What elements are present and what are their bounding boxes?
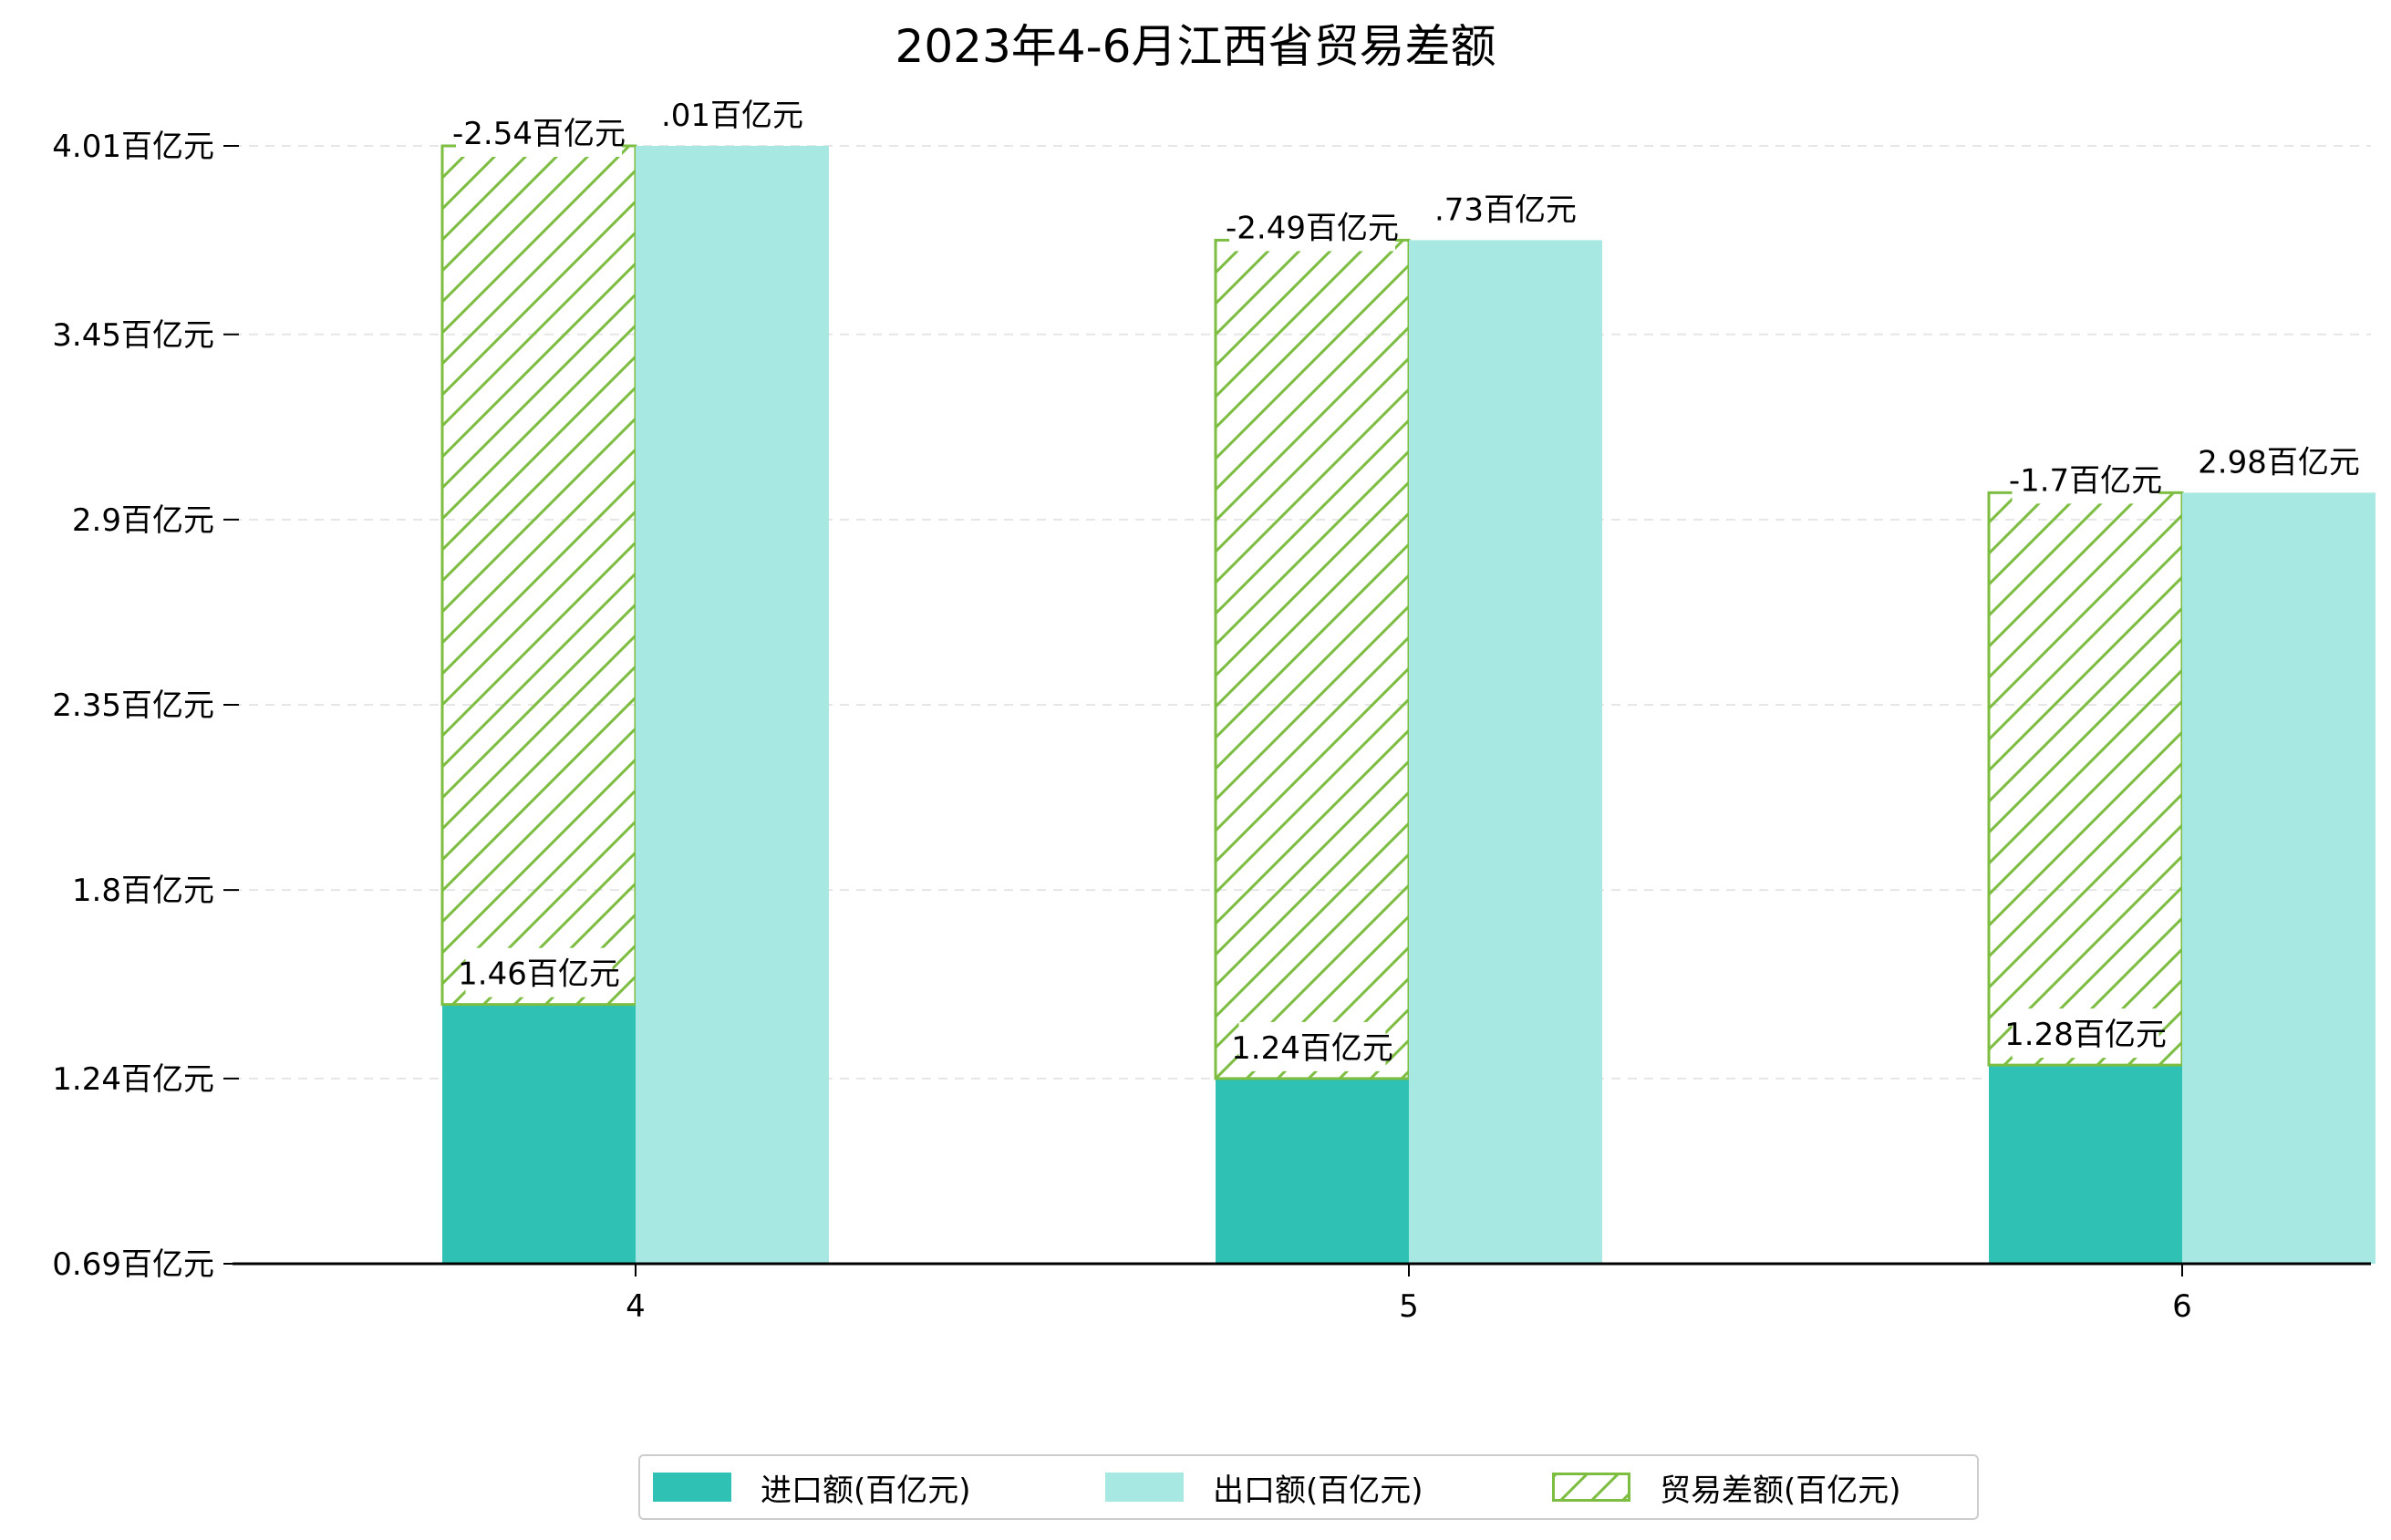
legend: 进口额(百亿元) 出口额(百亿元) 贸易差额(百亿元) [638, 1454, 1979, 1520]
data-label-exports-bg [668, 89, 796, 139]
y-tick-label: 3.45百亿元 [52, 317, 214, 354]
data-label-exports: .01百亿元 [661, 98, 803, 134]
legend-item-imports: 进口额(百亿元) [653, 1456, 971, 1518]
data-label-imports: 1.28百亿元 [2004, 1017, 2167, 1053]
data-label-exports-bg [2205, 436, 2353, 486]
y-tick-label: 1.8百亿元 [72, 873, 214, 909]
data-label-balance-bg [1229, 202, 1395, 252]
data-label-balance: -2.54百亿元 [452, 116, 626, 152]
bar-exports [636, 146, 829, 1264]
y-tick-label: 2.9百亿元 [72, 502, 214, 539]
bar-imports [442, 1004, 636, 1264]
y-tick-label: 1.24百亿元 [52, 1061, 214, 1098]
y-tick-label: 4.01百亿元 [52, 129, 214, 165]
chart-title: 2023年4-6月江西省贸易差额 [895, 20, 1496, 73]
legend-label-exports: 出口额(百亿元) [1213, 1472, 1423, 1509]
data-label-balance: -1.7百亿元 [2009, 462, 2162, 499]
data-label-balance: -2.49百亿元 [1226, 210, 1399, 246]
legend-item-balance: 贸易差额(百亿元) [1552, 1456, 1901, 1518]
data-label-imports: 1.24百亿元 [1231, 1030, 1393, 1067]
x-tick-label: 5 [1399, 1288, 1419, 1325]
data-label-exports: 2.98百亿元 [2198, 444, 2360, 481]
x-tick-label: 6 [2172, 1288, 2192, 1325]
bar-imports [1216, 1078, 1409, 1264]
legend-item-exports: 出口额(百亿元) [1105, 1456, 1423, 1518]
data-label-exports-bg [1442, 183, 1569, 233]
bar-balance [1214, 238, 1411, 1080]
data-label-balance-bg [456, 108, 622, 157]
legend-swatch-imports [653, 1473, 731, 1502]
data-label-imports-bg [465, 947, 613, 997]
legend-swatch-balance [1552, 1473, 1630, 1502]
x-tick-label: 4 [626, 1288, 646, 1325]
data-label-balance-bg [2012, 454, 2159, 504]
data-label-imports: 1.46百亿元 [458, 956, 620, 993]
legend-label-imports: 进口额(百亿元) [761, 1472, 971, 1509]
legend-swatch-exports [1105, 1473, 1184, 1502]
y-tick-label: 2.35百亿元 [52, 687, 214, 724]
bar-balance [440, 144, 637, 1007]
y-tick-label: 0.69百亿元 [52, 1246, 214, 1283]
legend-label-balance: 贸易差额(百亿元) [1660, 1472, 1901, 1509]
bar-exports [1409, 240, 1602, 1264]
data-label-imports-bg [2012, 1008, 2159, 1059]
bar-balance [1987, 491, 2184, 1067]
bar-exports [2182, 492, 2375, 1264]
data-label-exports: .73百亿元 [1434, 191, 1577, 228]
data-label-imports-bg [1238, 1021, 1386, 1071]
bar-imports [1989, 1065, 2182, 1264]
